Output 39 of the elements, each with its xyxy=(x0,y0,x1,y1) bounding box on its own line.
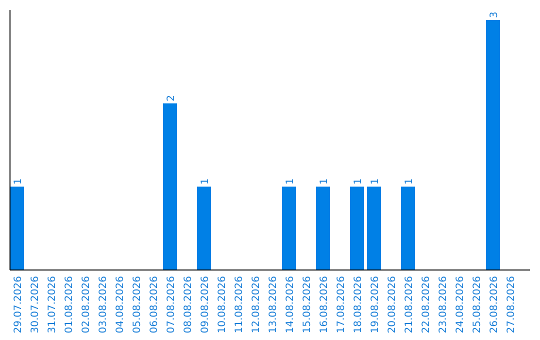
data-label: 1 xyxy=(200,178,211,185)
x-tick-label: 04.08.2026 xyxy=(115,276,126,334)
x-tick-label: 14.08.2026 xyxy=(285,276,296,334)
x-tick-label: 24.08.2026 xyxy=(455,276,466,334)
data-label: 1 xyxy=(319,178,330,185)
x-tick-label: 01.08.2026 xyxy=(64,276,75,334)
x-tick-label: 08.08.2026 xyxy=(183,276,194,334)
data-label: 1 xyxy=(13,178,24,185)
x-tick-label: 19.08.2026 xyxy=(370,276,381,334)
x-tick-label: 22.08.2026 xyxy=(421,276,432,334)
data-label: 1 xyxy=(353,178,364,185)
x-tick-label: 23.08.2026 xyxy=(438,276,449,334)
data-label: 2 xyxy=(166,94,177,102)
x-tick-label: 16.08.2026 xyxy=(319,276,330,334)
x-tick-label: 03.08.2026 xyxy=(98,276,109,334)
x-tick-label: 17.08.2026 xyxy=(336,276,347,334)
x-tick-label: 21.08.2026 xyxy=(404,276,415,334)
x-tick-label: 13.08.2026 xyxy=(268,276,279,334)
x-tick-label: 07.08.2026 xyxy=(166,276,177,334)
x-tick-label: 02.08.2026 xyxy=(81,276,92,334)
x-tick-label: 05.08.2026 xyxy=(132,276,143,334)
x-tick-label: 25.08.2026 xyxy=(472,276,483,334)
x-tick-label: 26.08.2026 xyxy=(489,276,500,334)
data-label: 1 xyxy=(370,178,381,185)
x-tick-label: 27.08.2026 xyxy=(506,276,517,334)
x-tick-label: 15.08.2026 xyxy=(302,276,313,334)
x-tick-label: 10.08.2026 xyxy=(217,276,228,334)
x-tick-label: 06.08.2026 xyxy=(149,276,160,334)
data-label: 1 xyxy=(285,178,296,185)
x-tick-label: 12.08.2026 xyxy=(251,276,262,334)
data-label: 3 xyxy=(489,12,500,18)
x-tick-label: 18.08.2026 xyxy=(353,276,364,334)
x-tick-label: 29.07.2026 xyxy=(13,276,24,334)
data-label: 1 xyxy=(404,178,415,185)
x-tick-label: 11.08.2026 xyxy=(234,276,245,334)
x-tick-label: 09.08.2026 xyxy=(200,276,211,334)
x-tick-label: 20.08.2026 xyxy=(387,276,398,334)
x-tick-label: 31.07.2026 xyxy=(47,276,58,334)
x-tick-label: 30.07.2026 xyxy=(30,276,41,334)
